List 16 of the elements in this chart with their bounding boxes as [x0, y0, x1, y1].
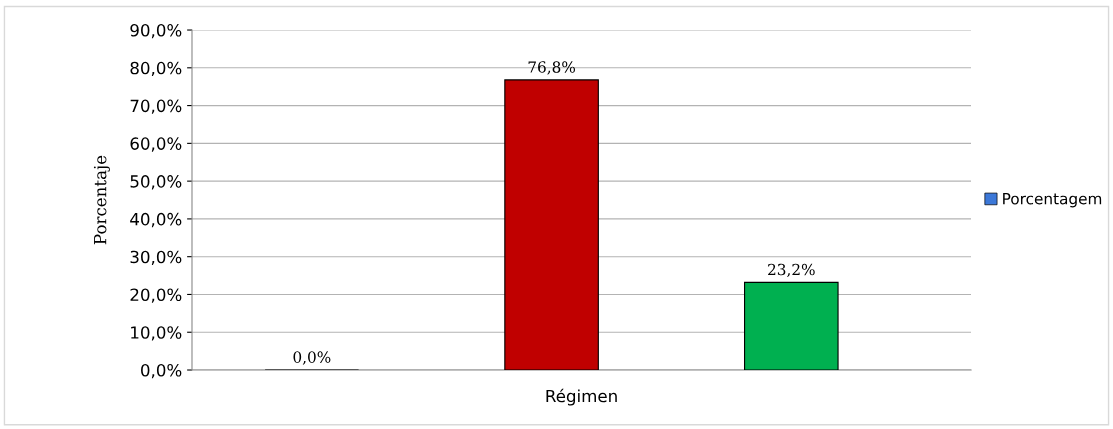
x-axis-title: Régimen	[546, 388, 617, 406]
data-label: 0,0%	[293, 351, 331, 365]
y-tick-label: 80,0%	[130, 61, 182, 77]
legend-label: Porcentagem	[1003, 193, 1102, 208]
y-axis-title: Porcentaje	[93, 155, 110, 245]
data-label: 23,2%	[768, 263, 815, 278]
y-tick-label: 40,0%	[130, 212, 182, 228]
y-tick-label: 0,0%	[141, 363, 182, 379]
data-label: 76,8%	[528, 61, 575, 75]
y-tick-label: 90,0%	[130, 23, 182, 39]
y-tick-label: 10,0%	[131, 326, 182, 341]
y-tick-label: 70,0%	[130, 99, 182, 114]
y-tick-label: 50,0%	[130, 175, 182, 190]
y-tick-label: 60,0%	[130, 137, 182, 152]
y-tick-label: 20,0%	[130, 288, 182, 303]
y-tick-label: 30,0%	[130, 250, 182, 265]
